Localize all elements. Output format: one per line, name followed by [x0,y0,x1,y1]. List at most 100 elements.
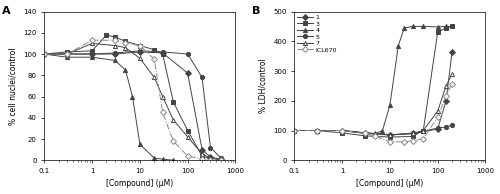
4 [137,143,143,146]
ICL670 [170,140,176,142]
ICL670 [314,129,320,132]
3 [160,53,166,55]
5 [292,129,298,132]
ICL670 [42,53,48,55]
4 [152,157,158,159]
1 [387,134,393,136]
7 [160,95,166,98]
1 [89,53,95,55]
ICL670 [387,141,393,143]
7 [443,85,449,87]
Legend: 1, 3, 4, 5, 7, ICL670: 1, 3, 4, 5, 7, ICL670 [296,13,339,54]
3 [199,155,205,157]
7 [42,53,48,55]
3 [104,34,110,36]
3 [449,25,455,28]
1 [218,158,224,160]
Y-axis label: % cell nuclei/control: % cell nuclei/control [8,47,18,125]
7 [410,132,416,135]
5 [362,132,368,134]
1 [42,53,48,55]
7 [362,132,368,135]
4 [434,26,440,28]
3 [184,129,190,132]
ICL670 [292,129,298,132]
7 [387,134,393,136]
1 [137,51,143,53]
4 [170,159,176,161]
Line: 5: 5 [292,123,454,137]
ICL670 [152,58,158,61]
3 [314,129,320,132]
7 [434,110,440,112]
X-axis label: [Compound] (μM): [Compound] (μM) [356,179,424,188]
4 [449,25,455,28]
4 [122,69,128,71]
7 [218,159,224,161]
4 [339,129,345,132]
Line: 3: 3 [42,33,212,161]
4 [160,158,166,160]
1 [314,129,320,132]
Line: ICL670: ICL670 [292,81,454,144]
ICL670 [199,158,205,160]
ICL670 [137,44,143,47]
4 [314,129,320,132]
Line: 3: 3 [292,24,454,139]
ICL670 [112,39,118,41]
ICL670 [420,138,426,140]
7 [64,53,70,55]
4 [42,53,48,55]
Line: 4: 4 [42,52,175,162]
5 [184,53,190,55]
5 [410,132,416,135]
Line: 1: 1 [42,50,223,161]
1 [292,129,298,132]
ICL670 [372,135,378,138]
Line: 4: 4 [292,24,454,136]
Text: A: A [2,6,11,16]
1 [208,156,214,158]
4 [89,56,95,58]
7 [208,157,214,159]
ICL670 [402,141,407,143]
3 [137,44,143,47]
ICL670 [449,82,455,85]
3 [443,27,449,29]
5 [449,124,455,126]
3 [387,136,393,138]
1 [443,100,449,102]
1 [434,128,440,130]
7 [199,153,205,155]
5 [137,50,143,52]
ICL670 [160,111,166,114]
1 [339,129,345,132]
3 [152,49,158,51]
7 [449,73,455,75]
7 [152,76,158,79]
5 [64,53,70,55]
1 [112,53,118,55]
3 [42,53,48,55]
ICL670 [122,42,128,45]
7 [137,57,143,59]
3 [434,31,440,34]
3 [420,129,426,132]
3 [64,51,70,53]
4 [64,56,70,58]
3 [292,129,298,132]
1 [160,52,166,54]
4 [410,25,416,28]
Line: ICL670: ICL670 [42,38,223,162]
1 [449,50,455,53]
4 [372,132,378,135]
4 [443,25,449,28]
4 [292,129,298,132]
ICL670 [434,116,440,118]
4 [402,27,407,29]
3 [410,135,416,138]
5 [199,76,205,79]
7 [89,42,95,45]
3 [122,40,128,42]
1 [410,132,416,135]
